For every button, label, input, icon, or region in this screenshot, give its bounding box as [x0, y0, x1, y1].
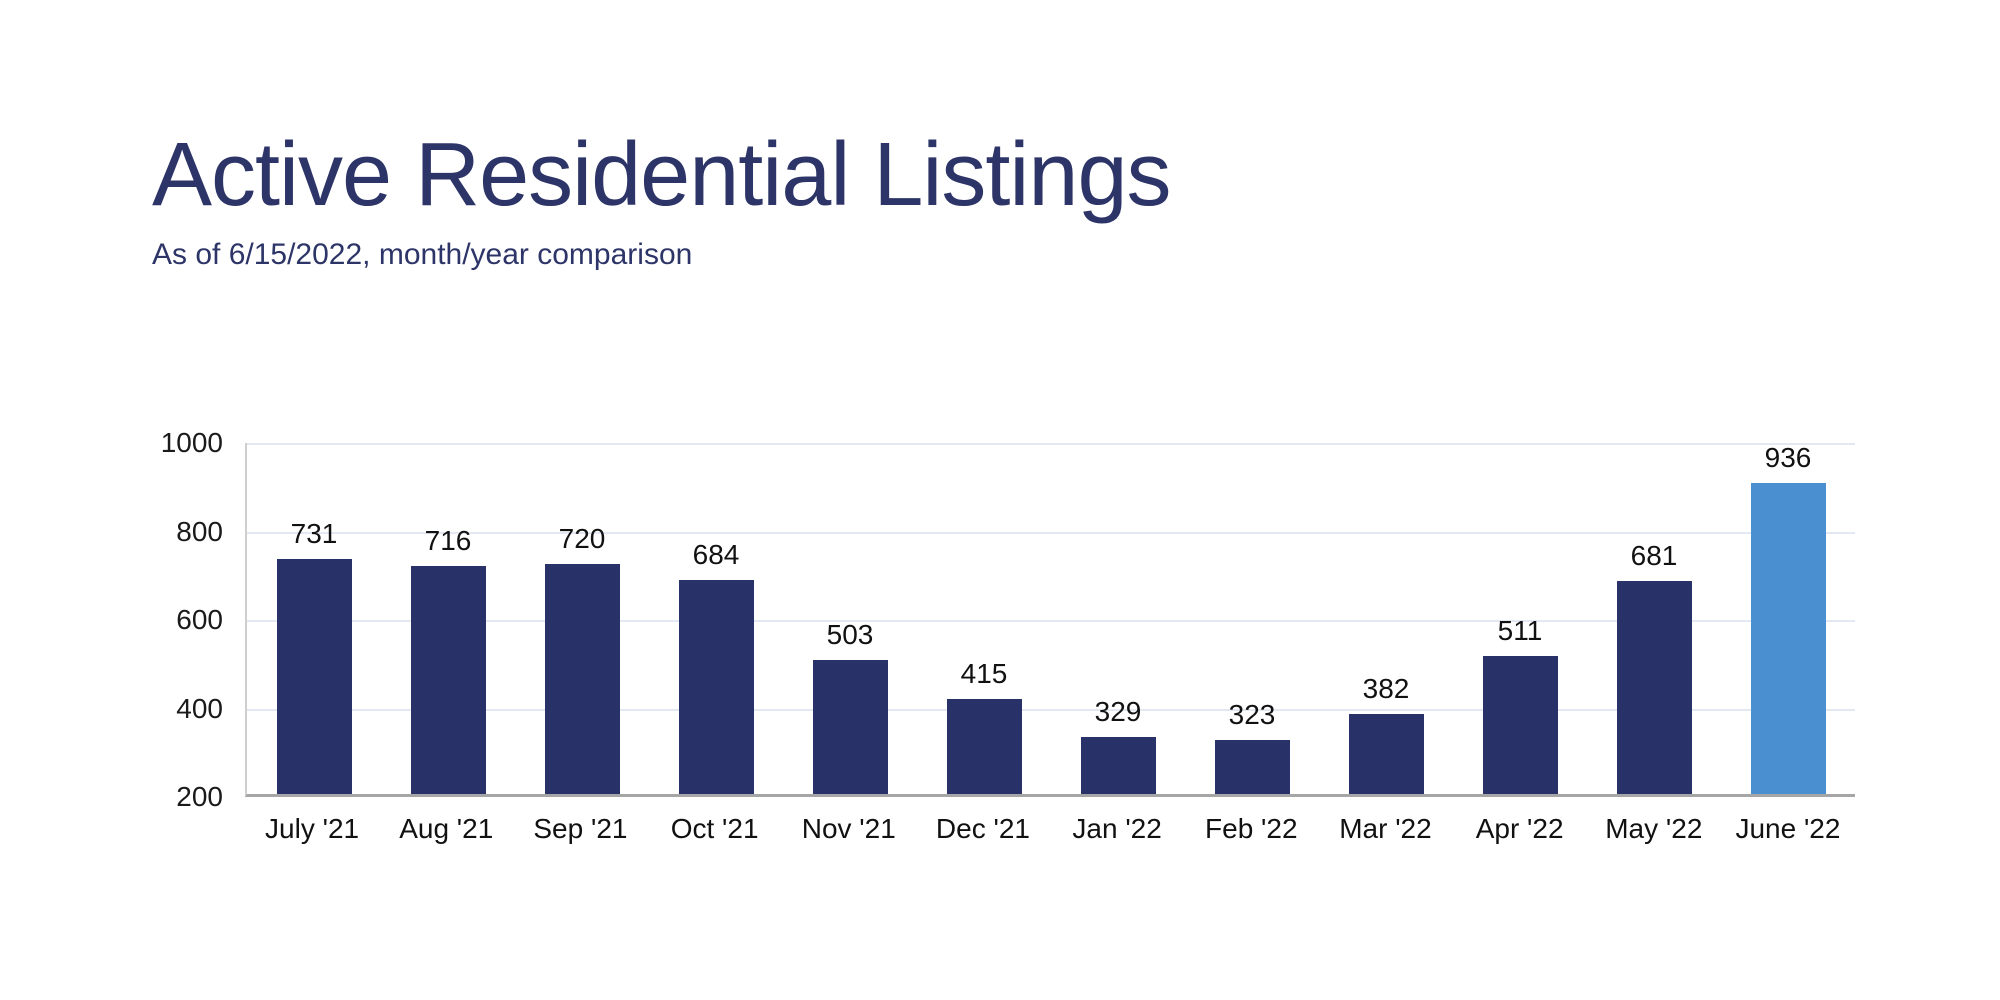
bars-layer: 731 716 720 684 503 415 329 323 382 511 681 936 — [247, 443, 1855, 794]
bar-column: 382 — [1319, 443, 1453, 794]
bar-column: 503 — [783, 443, 917, 794]
x-tick-label: Apr '22 — [1475, 813, 1564, 844]
x-tick-label: Aug '21 — [399, 813, 494, 844]
bar — [678, 579, 754, 794]
bar — [1750, 483, 1826, 794]
bar-column: 511 — [1453, 443, 1587, 794]
gridline — [247, 531, 1855, 534]
bar-column: 329 — [1051, 443, 1185, 794]
bar — [812, 659, 888, 794]
gridline — [247, 708, 1855, 711]
bar-value-label: 731 — [290, 518, 338, 549]
bar-value-label: 503 — [826, 618, 874, 650]
y-tick-label: 200 — [176, 781, 223, 812]
y-tick-label: 1000 — [160, 427, 223, 458]
bar-column: 681 — [1587, 443, 1721, 794]
gridline — [247, 620, 1855, 622]
y-tick-label: 400 — [176, 692, 223, 724]
x-tick-label: June '22 — [1735, 813, 1841, 844]
y-tick-label: 800 — [176, 515, 223, 547]
bar-value-label: 684 — [692, 538, 740, 570]
bar-value-label: 329 — [1094, 695, 1142, 727]
page-title: Active Residential Listings — [152, 125, 1172, 225]
y-axis: 1000 800 600 400 200 — [88, 0, 223, 1000]
bar — [410, 565, 486, 794]
page-subtitle: As of 6/15/2022, month/year comparison — [152, 238, 693, 271]
chart-header: Active Residential Listings As of 6/15/2… — [152, 125, 1172, 272]
bar-value-label: 681 — [1630, 540, 1678, 572]
bar — [946, 698, 1022, 794]
bar-value-label: 716 — [424, 524, 472, 556]
bar-column: 323 — [1185, 443, 1319, 794]
bar-value-label: 936 — [1764, 442, 1812, 473]
x-axis: July '21 Aug '21 Sep '21 Oct '21 Nov '21 Dec … — [245, 812, 1855, 846]
x-tick-label: Feb '22 — [1205, 813, 1298, 844]
bar — [1616, 581, 1692, 794]
x-tick-label: Mar '22 — [1339, 813, 1432, 844]
bar-value-label: 720 — [558, 522, 606, 554]
bar-column: 720 — [515, 443, 649, 794]
x-tick-label: Jan '22 — [1072, 813, 1162, 844]
bar — [544, 563, 620, 794]
bar-column: 415 — [917, 443, 1051, 794]
bar-value-label: 382 — [1362, 672, 1410, 704]
bar-column: 684 — [649, 443, 783, 794]
x-tick-label: May '22 — [1605, 813, 1703, 844]
x-tick-label: Sep '21 — [533, 813, 628, 844]
x-tick-label: July '21 — [265, 813, 360, 844]
gridline — [247, 443, 1855, 445]
bar-value-label: 323 — [1228, 698, 1276, 730]
x-tick-label: Dec '21 — [935, 813, 1030, 844]
bar-column: 731 — [247, 443, 381, 794]
bar — [1348, 713, 1424, 794]
bar-value-label: 511 — [1497, 615, 1543, 647]
bar — [1214, 739, 1290, 794]
x-tick-label: Nov '21 — [801, 813, 896, 844]
bar-column: 936 — [1721, 443, 1855, 794]
x-tick-label: Oct '21 — [670, 813, 759, 844]
bar — [276, 559, 352, 794]
bar — [1080, 736, 1156, 794]
bar — [1482, 656, 1558, 794]
plot-area: 731 716 720 684 503 415 329 323 382 511 681 936 — [245, 443, 1855, 797]
bar-value-label: 415 — [960, 657, 1008, 689]
y-tick-label: 600 — [176, 604, 223, 635]
bar-column: 716 — [381, 443, 515, 794]
